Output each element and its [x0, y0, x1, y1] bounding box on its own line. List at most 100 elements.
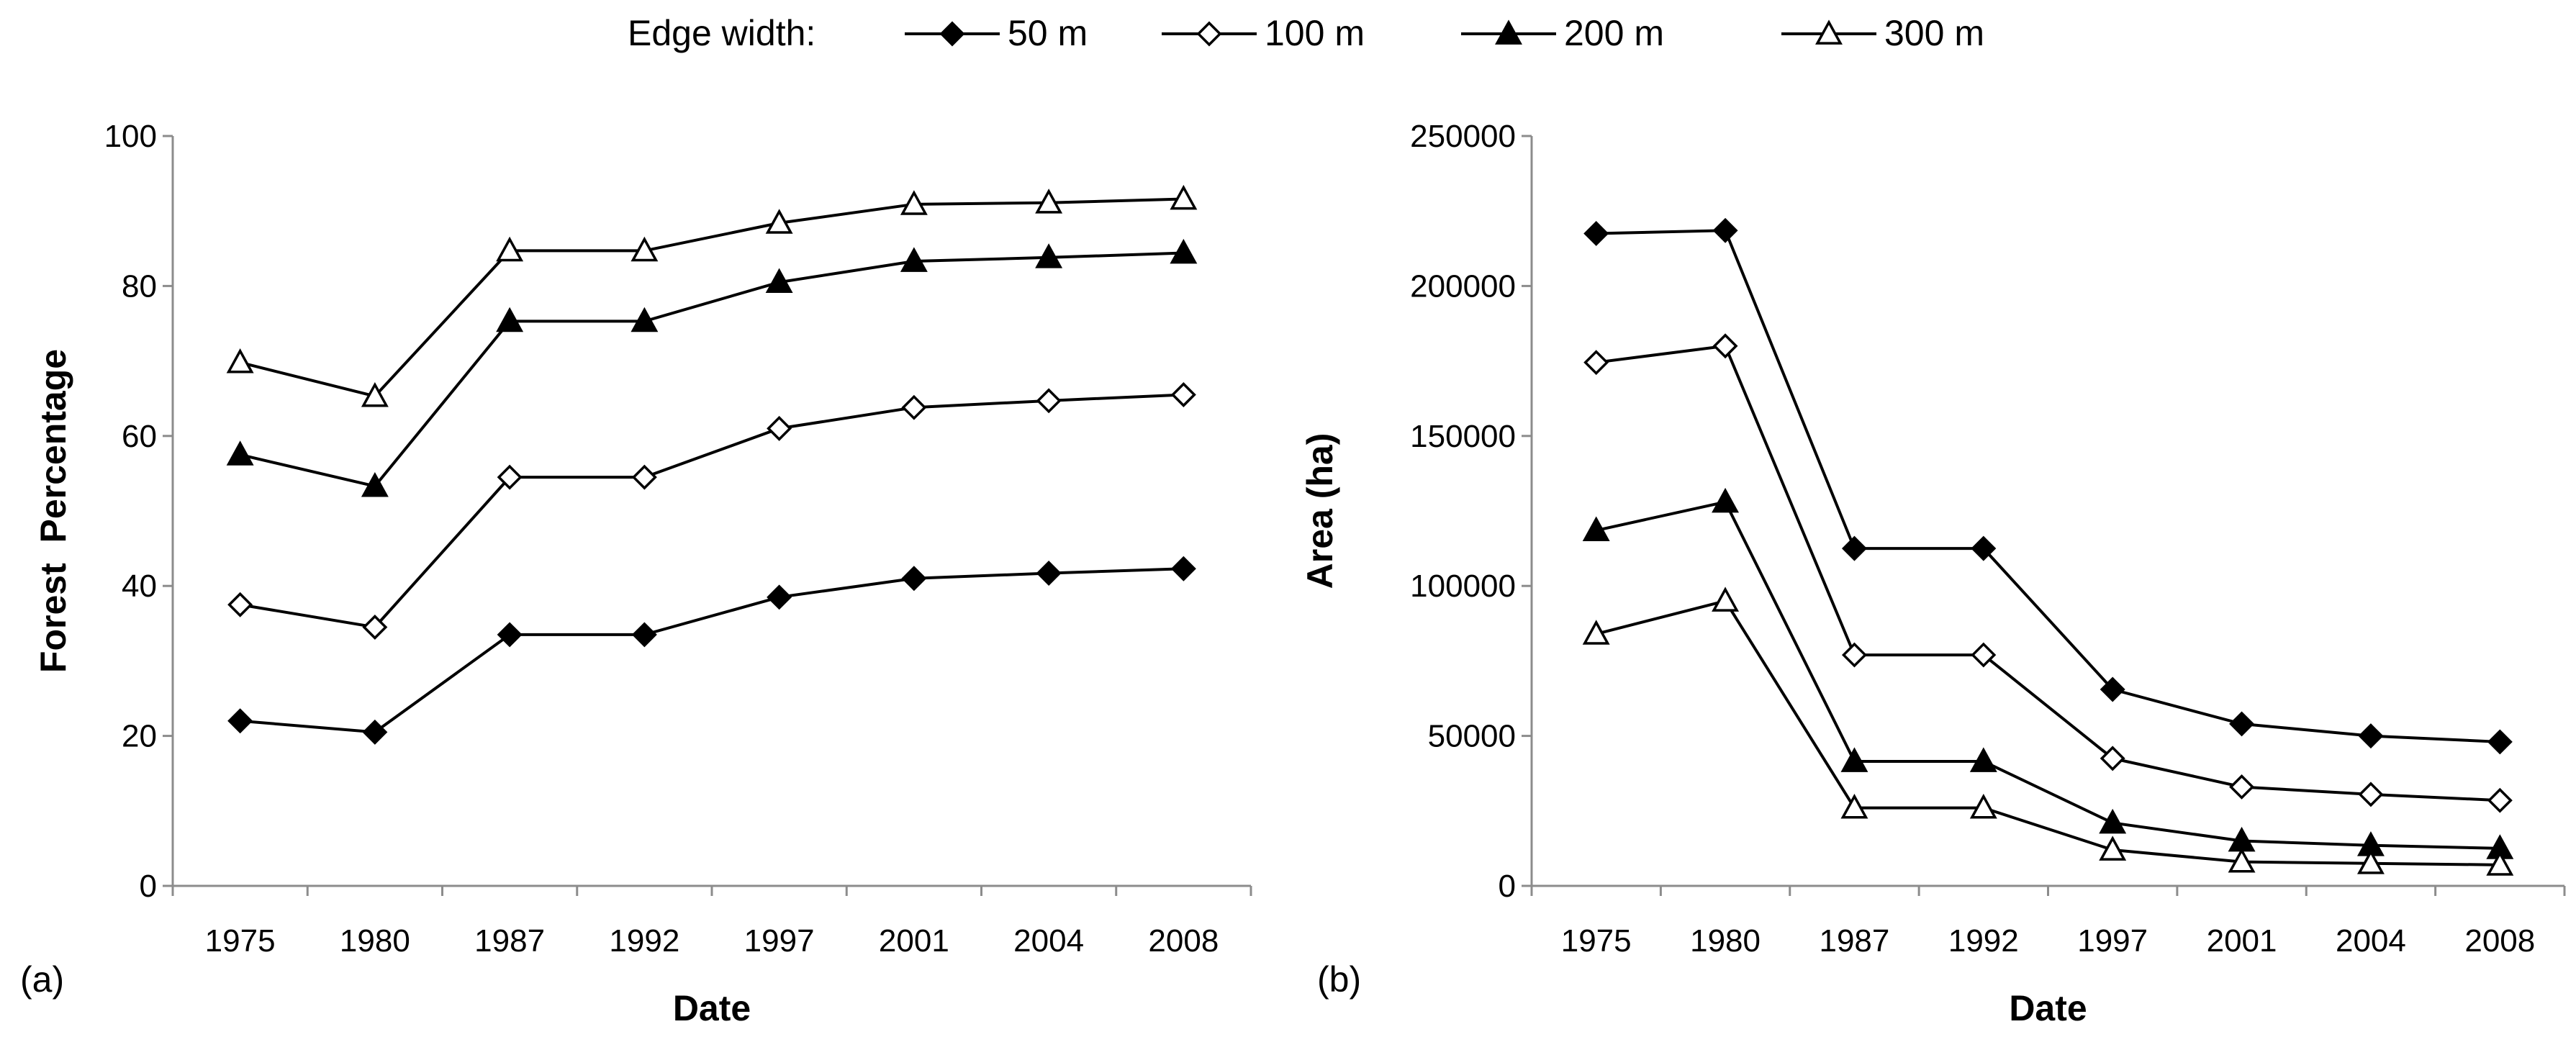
series-line	[240, 251, 1184, 488]
legend-marker	[1815, 19, 1843, 45]
x-axis-title: Date	[2009, 988, 2087, 1028]
y-axis-title: Area (ha)	[1300, 433, 1340, 589]
data-point	[2228, 848, 2256, 873]
data-point	[1036, 561, 1062, 586]
data-point	[226, 440, 254, 466]
data-point	[361, 381, 389, 407]
series-100-m	[227, 382, 1196, 640]
legend-marker	[1495, 19, 1522, 45]
data-point	[631, 307, 659, 332]
data-point	[1035, 243, 1063, 268]
data-point	[1583, 350, 1609, 376]
data-point	[1712, 587, 1740, 612]
x-tick-label: 2001	[879, 923, 949, 959]
y-tick-label: 60	[122, 419, 157, 454]
x-tick-label: 2001	[2207, 923, 2277, 959]
x-tick-label: 1997	[744, 923, 815, 959]
data-point	[227, 592, 253, 617]
x-tick-label: 2004	[2336, 923, 2406, 959]
data-point	[1841, 535, 1867, 561]
data-point	[631, 622, 657, 648]
data-point	[361, 471, 389, 497]
series-100-m	[1583, 333, 2513, 813]
series-line	[1596, 229, 2500, 743]
data-point	[1969, 793, 1997, 819]
x-tick-label: 1980	[1690, 923, 1761, 959]
series-200-m	[226, 238, 1198, 497]
legend-marker	[939, 21, 965, 47]
legend-entry: 100 m	[1162, 13, 1365, 53]
data-point	[1969, 747, 1997, 772]
legend-entry: 300 m	[1781, 13, 1984, 53]
data-point	[226, 348, 254, 373]
chart-panel-a: 0 20 40 60 80 100 1975 1980 1987 1992 1997 2001 2004…	[20, 119, 1252, 1028]
data-point	[631, 236, 659, 262]
panel-label: (b)	[1317, 959, 1361, 1000]
data-point	[765, 268, 793, 294]
data-point	[765, 209, 793, 234]
x-tick-label: 1997	[2077, 923, 2148, 959]
x-tick-label: 1992	[609, 923, 679, 959]
series-300-m	[226, 184, 1198, 407]
legend-label: 50 m	[1008, 13, 1088, 53]
series-line	[240, 567, 1184, 734]
data-point	[1170, 382, 1196, 407]
y-tick-label: 150000	[1410, 419, 1516, 454]
y-tick-label: 200000	[1410, 268, 1516, 304]
x-tick-label: 1980	[340, 923, 410, 959]
y-tick-label: 0	[140, 869, 157, 904]
legend-entry: 200 m	[1461, 13, 1664, 53]
data-point	[1712, 487, 1740, 513]
data-point	[1841, 642, 1867, 668]
data-point	[2487, 787, 2513, 813]
data-point	[496, 236, 524, 262]
y-tick-label: 40	[122, 569, 157, 604]
series-line	[1596, 599, 2500, 866]
data-point	[496, 307, 524, 332]
series-line	[1596, 344, 2500, 802]
data-point	[1170, 556, 1196, 581]
data-point	[2358, 782, 2384, 807]
legend-title: Edge width:	[628, 13, 815, 53]
data-point	[901, 394, 927, 420]
data-point	[1840, 793, 1868, 819]
data-point	[2099, 836, 2127, 861]
data-point	[1583, 220, 1609, 246]
data-point	[2100, 746, 2125, 771]
data-point	[1582, 620, 1610, 645]
data-point	[1582, 516, 1610, 541]
data-point	[1035, 189, 1063, 214]
data-point	[631, 464, 657, 490]
data-point	[2099, 808, 2127, 834]
y-tick-label: 250000	[1410, 119, 1516, 154]
data-point	[900, 190, 928, 215]
series-50-m	[1583, 217, 2513, 755]
x-tick-label: 1975	[1561, 923, 1632, 959]
y-tick-label: 80	[122, 268, 157, 304]
data-point	[1170, 238, 1198, 264]
x-tick-label: 1987	[1819, 923, 1889, 959]
data-point	[2487, 729, 2513, 755]
x-tick-label: 2004	[1013, 923, 1084, 959]
x-tick-label: 2008	[2464, 923, 2535, 959]
data-point	[2100, 676, 2125, 702]
series-line	[240, 197, 1184, 398]
y-tick-label: 20	[122, 719, 157, 754]
data-point	[227, 708, 253, 734]
chart-panel-b: 0 50000 100000 150000 200000 250000 1975 1980 19…	[1300, 119, 2566, 1028]
series-200-m	[1582, 487, 2514, 859]
series-line	[240, 393, 1184, 629]
data-point	[767, 415, 792, 441]
data-point	[900, 247, 928, 272]
x-tick-label: 1992	[1948, 923, 2019, 959]
data-point	[1712, 333, 1738, 359]
data-point	[362, 615, 388, 640]
x-axis-title: Date	[673, 988, 751, 1028]
y-tick-label: 0	[1499, 869, 1516, 904]
y-tick-label: 50000	[1428, 719, 1516, 754]
data-point	[1971, 642, 1997, 668]
legend: Edge width: 50 m 100 m 200 m 300 m	[628, 13, 1984, 53]
data-point	[767, 584, 792, 610]
legend-entry: 50 m	[905, 13, 1088, 53]
